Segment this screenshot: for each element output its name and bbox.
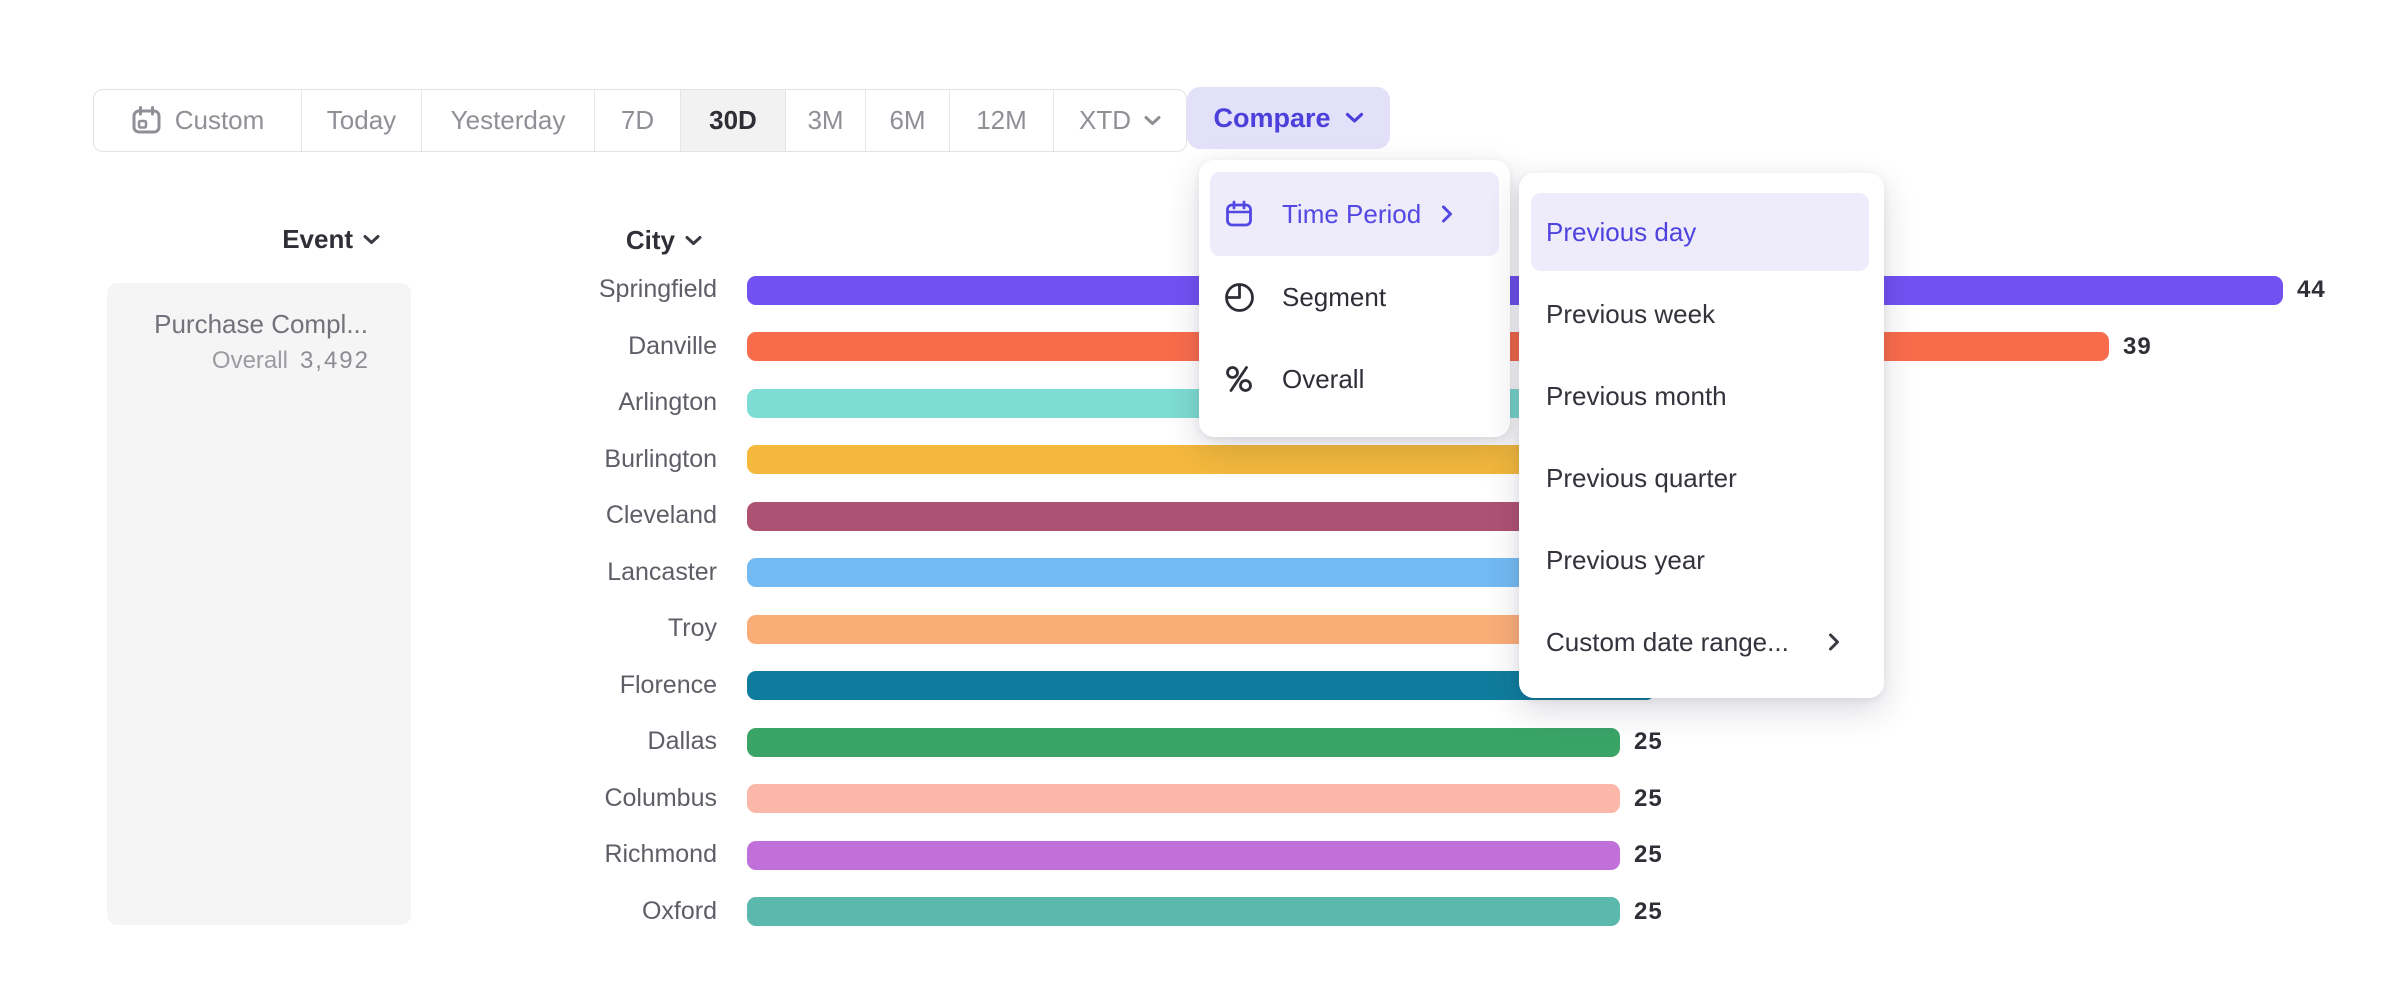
bar[interactable] [747,840,1620,870]
submenu-item-previous-week[interactable]: Previous week [1546,298,1716,329]
bar-label: Richmond [604,840,717,868]
submenu-item-custom-date-range[interactable]: Custom date range... [1519,601,1884,683]
menu-item-label: Segment [1282,281,1387,312]
bar[interactable] [747,727,1620,757]
bar[interactable] [747,784,1620,813]
date-range-12m[interactable]: 12M [950,90,1054,151]
bar-label: Oxford [641,896,717,925]
calendar-icon [1223,200,1255,228]
bar-value: 25 [1634,784,1663,812]
menu-item-time-period[interactable]: Time Period [1210,172,1499,256]
menu-item-segment[interactable]: Segment [1199,256,1510,338]
time-period-submenu: Previous day Previous week Previous mont… [1519,173,1884,698]
date-range-7d[interactable]: 7D [595,90,681,151]
date-range-yesterday[interactable]: Yesterday [422,90,595,151]
bar[interactable] [747,275,2283,305]
bar-value: 25 [1634,728,1663,755]
bar-label: Florence [619,670,717,699]
chevron-right-icon [1442,205,1452,223]
date-range-today[interactable]: Today [302,90,422,151]
bar-label: Arlington [618,388,717,416]
bar-label: Troy [667,614,717,642]
menu-item-label: Overall [1282,363,1365,394]
event-panel[interactable]: Purchase Compl... Overall 3,492 [107,283,411,925]
bar-value: 25 [1634,841,1663,868]
metric-label: Overall [211,347,288,374]
date-range-6m[interactable]: 6M [866,90,950,151]
bar-label: Danville [628,331,717,360]
event-name: Purchase Compl... [154,309,368,339]
submenu-item-previous-year[interactable]: Previous year [1546,544,1705,575]
city-column-header[interactable]: City [560,225,702,256]
chevron-down-icon [1144,116,1161,125]
bar-value: 39 [2123,332,2152,360]
date-range-toolbar: Custom Today Yesterday 7D 30D 3M 6M 12M … [93,89,1187,152]
bar-label: Lancaster [607,557,717,586]
submenu-item-previous-month[interactable]: Previous month [1546,380,1727,411]
date-range-xtd[interactable]: XTD [1054,90,1186,151]
segment-icon [1223,282,1255,313]
chevron-down-icon [363,235,380,244]
bar-value: 25 [1634,897,1663,925]
bar-label: Burlington [604,444,717,473]
chevron-down-icon [685,236,702,245]
bar-label: Cleveland [605,501,717,529]
bar[interactable] [747,671,1655,700]
menu-item-label: Time Period [1282,198,1422,229]
segment-label: Custom [174,105,265,135]
event-column-header[interactable]: Event [240,224,380,255]
event-metric: Overall 3,492 [212,347,370,375]
bar-label: Columbus [604,783,717,812]
compare-button[interactable]: Compare [1187,87,1390,149]
percent-icon [1223,364,1255,394]
date-range-30d[interactable]: 30D [681,90,786,151]
calendar-icon [132,106,161,134]
chevron-down-icon [1345,112,1363,123]
chevron-right-icon [1829,633,1839,651]
bar-label: Springfield [598,275,717,303]
metric-value: 3,492 [299,347,370,374]
date-range-3m[interactable]: 3M [786,90,866,151]
date-range-custom[interactable]: Custom [94,90,302,151]
bar-label: Dallas [647,727,717,755]
submenu-item-previous-day[interactable]: Previous day [1531,193,1869,271]
menu-item-overall[interactable]: Overall [1199,338,1510,420]
bar[interactable] [747,897,1620,926]
submenu-item-previous-quarter[interactable]: Previous quarter [1546,462,1737,493]
compare-dropdown-menu: Time Period Segment Overal [1199,160,1510,437]
bar-value: 44 [2297,276,2326,303]
